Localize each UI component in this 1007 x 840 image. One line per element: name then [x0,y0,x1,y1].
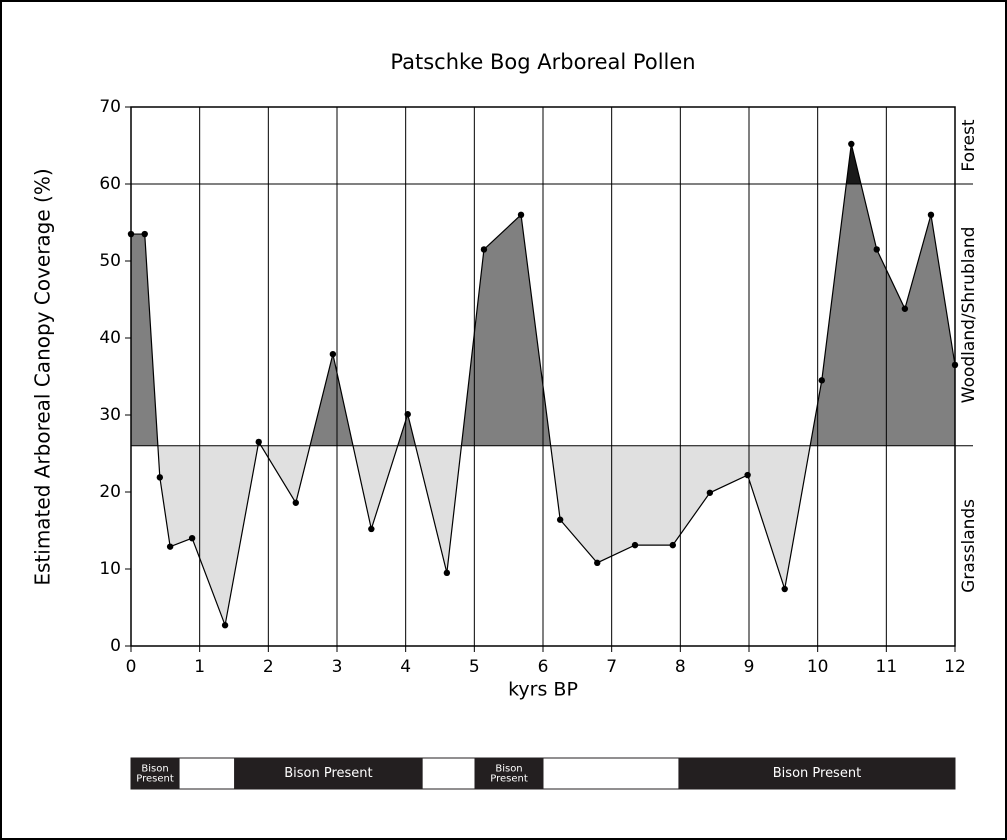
x-tick-label: 5 [469,657,480,677]
x-tick-label: 11 [876,657,898,677]
data-point [127,230,135,238]
zone-label: Grasslands [959,499,979,593]
data-point [901,305,909,312]
x-tick-label: 2 [263,657,274,677]
data-point [404,411,411,418]
data-point [188,535,196,542]
x-tick-label: 8 [675,657,686,677]
y-tick-label: 40 [99,328,121,348]
data-point [368,525,375,533]
data-point [594,559,601,567]
data-point [329,350,337,358]
data-point [141,230,148,238]
x-tick-label: 9 [744,657,755,677]
bison-segment [178,757,236,790]
y-tick-label: 70 [99,97,121,117]
y-tick-label: 0 [110,636,121,656]
data-point [818,377,825,384]
y-tick-label: 50 [99,251,121,271]
data-point [669,541,676,549]
data-point [292,499,299,506]
y-axis-label: Estimated Arboreal Canopy Coverage (%) [31,168,55,585]
x-tick-label: 0 [126,657,137,677]
x-axis-label: kyrs BP [508,679,578,701]
data-point [221,622,229,629]
bison-label: Bison Present [490,764,528,785]
x-tick-label: 6 [538,657,549,677]
bison-segment [234,757,423,790]
data-point [443,569,451,577]
bison-segment [678,757,956,790]
data-point [631,541,639,549]
bison-segment [421,757,476,790]
data-point [255,438,262,446]
zone-label: Forest [959,119,979,172]
y-tick-label: 20 [99,482,121,502]
bison-segment [542,757,680,790]
zone-label: Woodland/Shrubland [959,227,979,404]
data-point [517,211,525,218]
data-point [166,543,174,550]
data-point [848,140,855,148]
data-point [927,211,935,218]
data-point [873,246,880,253]
bison-label: Bison Present [773,766,861,781]
data-point [706,489,714,496]
zone-fill [131,445,955,626]
data-point [781,585,788,593]
data-point [951,361,959,369]
x-tick-label: 4 [400,657,411,677]
y-tick-label: 60 [99,174,121,194]
x-tick-label: 3 [332,657,343,677]
x-tick-label: 7 [606,657,617,677]
x-tick-label: 12 [944,657,966,677]
bison-segment [474,757,544,790]
data-point [156,474,164,481]
x-tick-label: 10 [807,657,829,677]
bison-segment [130,757,180,790]
y-tick-label: 30 [99,405,121,425]
data-point [556,516,564,523]
x-tick-label: 1 [194,657,205,677]
plot-frame [130,106,956,647]
chart-title: Patschke Bog Arboreal Pollen [390,50,695,74]
data-point [744,471,751,479]
y-tick-label: 10 [99,559,121,579]
bison-label: Bison Present [284,766,372,781]
data-point [480,246,488,253]
bison-label: Bison Present [136,764,174,785]
